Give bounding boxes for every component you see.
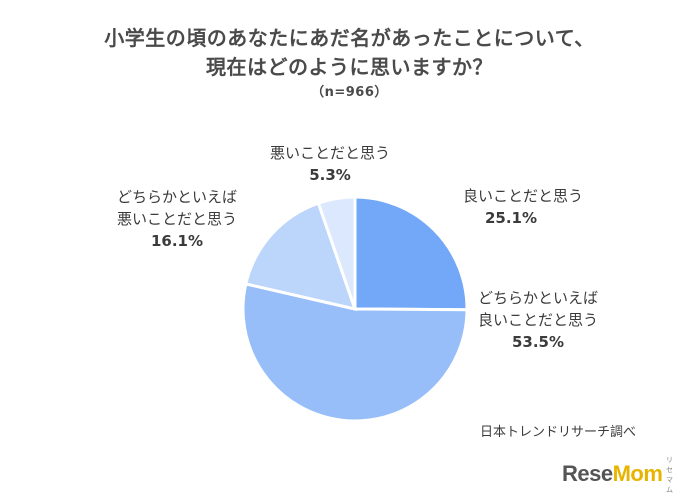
slice-label-good-text: 良いことだと思う xyxy=(463,187,584,205)
chart-title-line2: 現在はどのように思いますか？ xyxy=(206,55,493,79)
slice-label-good: 良いことだと思う 25.1% xyxy=(463,185,583,229)
pie-slice-somewhat-good xyxy=(241,282,469,423)
resemom-logo: ReseMom リセマム xyxy=(562,457,673,494)
slice-label-bad-percent: 5.3% xyxy=(309,166,351,184)
slice-label-somewhat-good-line1: どちらかといえば xyxy=(478,289,599,307)
slice-label-somewhat-bad-line2: 悪いことだと思う xyxy=(117,210,238,228)
pie-slice-somewhat-bad xyxy=(244,201,358,312)
slice-label-somewhat-bad-line1: どちらかといえば xyxy=(117,188,238,206)
slice-label-somewhat-good-percent: 53.5% xyxy=(511,333,565,351)
slice-label-somewhat-good: どちらかといえば 良いことだと思う 53.5% xyxy=(478,287,598,353)
source-note: 日本トレンドリサーチ調べ xyxy=(480,425,637,440)
chart-subtitle: （n=966） xyxy=(311,85,388,100)
slice-label-bad-text: 悪いことだと思う xyxy=(270,144,391,162)
slice-label-good-percent: 25.1% xyxy=(484,209,538,227)
logo-subtext: リセマム xyxy=(666,457,673,494)
chart-title-line1: 小学生の頃のあなたにあだ名があったことについて、 xyxy=(104,26,595,50)
slice-label-somewhat-good-line2: 良いことだと思う xyxy=(478,311,599,329)
pie-slice-good xyxy=(353,195,469,312)
slice-label-bad: 悪いことだと思う 5.3% xyxy=(270,142,390,186)
slice-label-somewhat-bad-percent: 16.1% xyxy=(150,232,204,250)
pie-slice-bad xyxy=(316,195,357,310)
slice-label-somewhat-bad: どちらかといえば 悪いことだと思う 16.1% xyxy=(117,186,237,252)
